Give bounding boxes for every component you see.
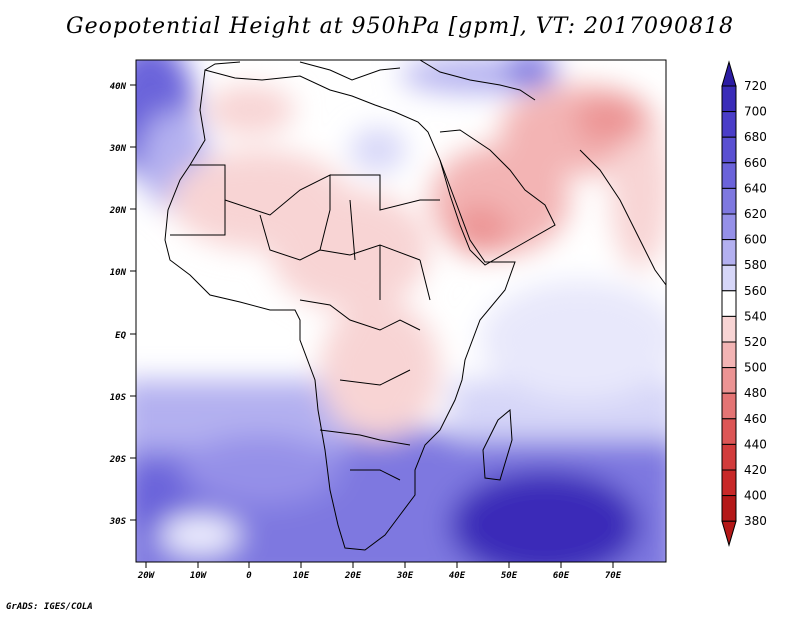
lon-label-50e: 50E bbox=[501, 571, 518, 581]
colorbar-swatch bbox=[721, 239, 737, 266]
colorbar-swatch bbox=[721, 162, 737, 189]
lon-label-20w: 20W bbox=[137, 571, 156, 581]
colorbar-swatch bbox=[721, 85, 737, 113]
colorbar-swatch bbox=[721, 187, 737, 215]
colorbar-label: 680 bbox=[744, 130, 767, 144]
colorbar-label: 500 bbox=[744, 361, 767, 375]
map-title: Geopotential Height at 950hPa [gpm], VT:… bbox=[66, 14, 734, 39]
colorbar-label: 600 bbox=[744, 233, 767, 247]
lat-label-10n: 10N bbox=[110, 268, 127, 278]
colorbar-swatch bbox=[721, 443, 737, 471]
lat-label-20s: 20S bbox=[109, 455, 127, 465]
colorbar-bottom-arrow bbox=[721, 520, 737, 547]
colorbar-swatch bbox=[721, 136, 737, 164]
colorbar-swatch bbox=[721, 315, 737, 343]
colorbar-label: 580 bbox=[744, 258, 767, 272]
colorbar-label: 420 bbox=[744, 463, 767, 477]
lon-label-10w: 10W bbox=[190, 571, 208, 581]
colorbar-label: 480 bbox=[744, 386, 767, 400]
colorbar-label: 640 bbox=[744, 181, 767, 195]
colorbar-label: 540 bbox=[744, 309, 767, 323]
lon-label-70e: 70E bbox=[605, 571, 622, 581]
colorbar: 720 700 680 660 640 620 600 580 560 540 520 500 480 4… bbox=[721, 60, 767, 547]
colorbar-label: 660 bbox=[744, 156, 767, 170]
colorbar-swatch bbox=[721, 418, 737, 445]
lat-label-30s: 30S bbox=[109, 517, 127, 527]
colorbar-swatch bbox=[721, 213, 737, 241]
colorbar-label: 460 bbox=[744, 412, 767, 426]
colorbar-label: 560 bbox=[744, 284, 767, 298]
colorbar-label: 380 bbox=[744, 514, 767, 528]
colorbar-swatch bbox=[721, 264, 737, 292]
lon-label-0: 0 bbox=[246, 571, 252, 581]
colorbar-label: 400 bbox=[744, 489, 767, 503]
height-field bbox=[136, 60, 666, 562]
colorbar-swatch bbox=[721, 495, 737, 522]
colorbar-label: 720 bbox=[744, 79, 767, 93]
lon-label-60e: 60E bbox=[553, 571, 570, 581]
lat-label-20n: 20N bbox=[109, 206, 127, 216]
lat-label-30n: 30N bbox=[109, 144, 127, 154]
lon-label-20e: 20E bbox=[344, 571, 362, 581]
lat-tick-group: 40N 30N 20N 10N EQ 10S 20S 30S bbox=[109, 82, 136, 527]
colorbar-swatch bbox=[721, 469, 737, 497]
colorbar-label: 700 bbox=[744, 105, 767, 119]
plot-frame bbox=[135, 59, 667, 563]
colorbar-swatch bbox=[721, 367, 737, 394]
lon-label-10e: 10E bbox=[293, 571, 310, 581]
colorbar-swatch bbox=[721, 341, 737, 369]
colorbar-top-arrow bbox=[721, 60, 737, 87]
lon-label-40e: 40E bbox=[449, 571, 466, 581]
lat-label-10s: 10S bbox=[110, 393, 127, 403]
colorbar-label: 520 bbox=[744, 335, 767, 349]
colorbar-swatch bbox=[721, 111, 737, 138]
colorbar-label: 620 bbox=[744, 207, 767, 221]
lon-label-30e: 30E bbox=[396, 571, 414, 581]
colorbar-swatch bbox=[721, 392, 737, 420]
colorbar-label: 440 bbox=[744, 437, 767, 451]
coastlines bbox=[164, 60, 666, 551]
grads-credit: GrADS: IGES/COLA bbox=[6, 602, 93, 612]
lon-tick-group: 20W 10W 0 10E 20E 30E 40E 50E 60E 70E bbox=[137, 562, 622, 581]
colorbar-swatch bbox=[721, 290, 737, 317]
lat-label-eq: EQ bbox=[115, 331, 126, 341]
lat-label-40n: 40N bbox=[110, 82, 127, 92]
